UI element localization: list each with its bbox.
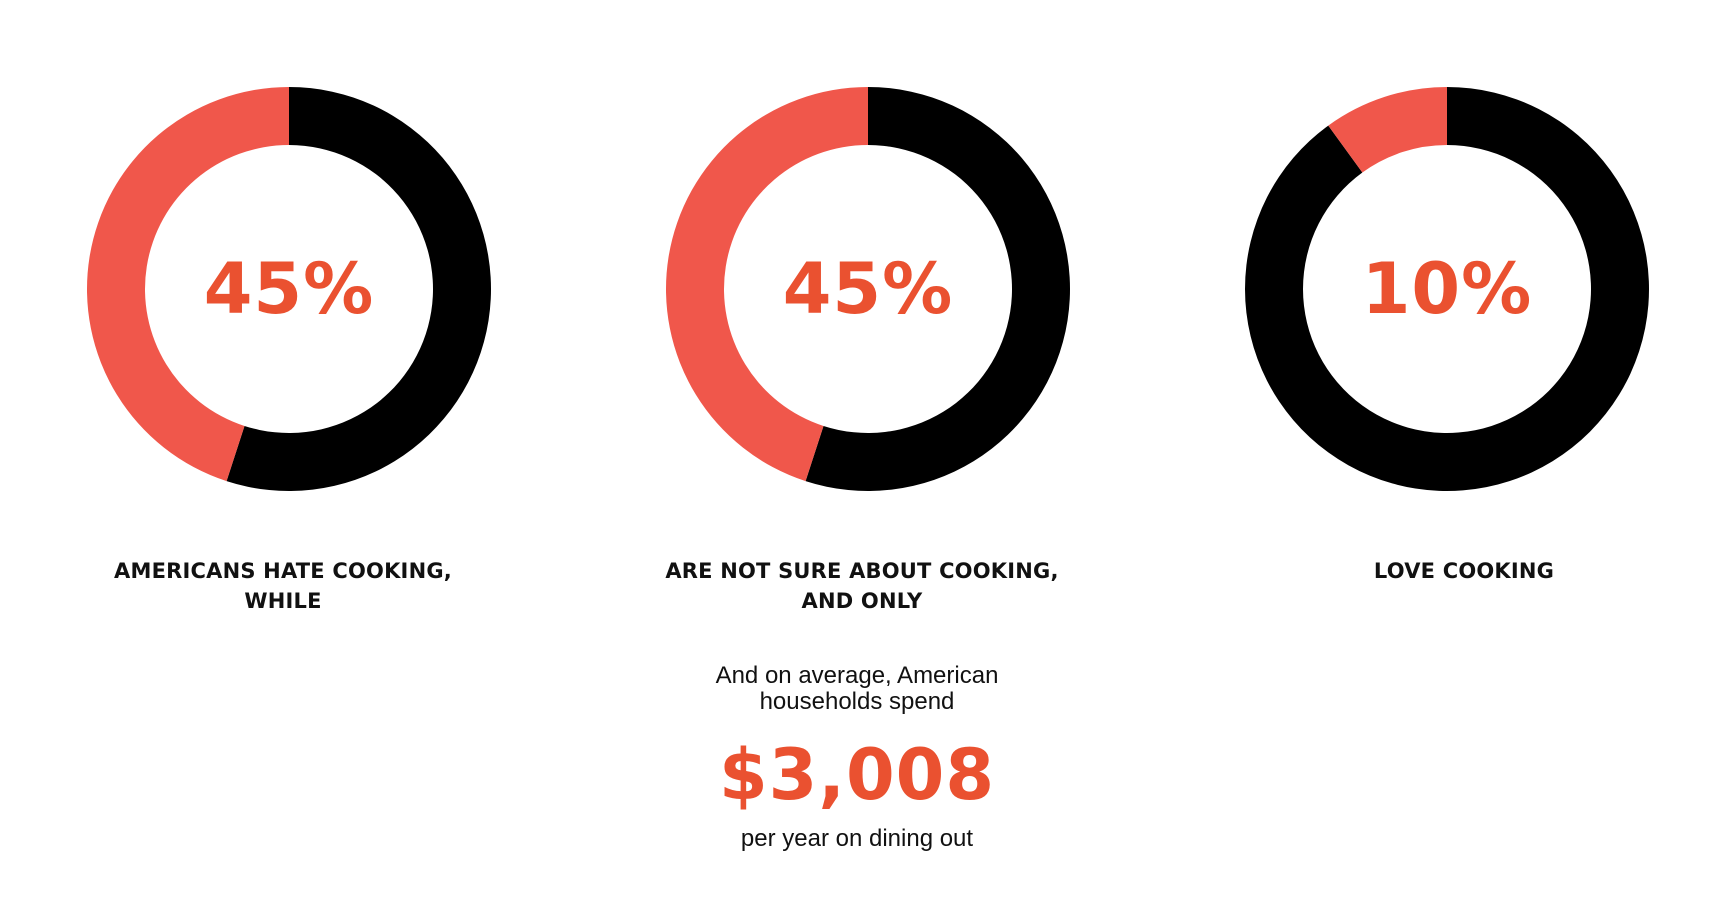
- donut-chart-love: 10%: [1224, 66, 1670, 512]
- donut-slice-highlight: [87, 87, 289, 482]
- donut-chart-not-sure: 45%: [645, 66, 1091, 512]
- intro-line: And on average, American: [715, 662, 999, 689]
- donut-caption-love: LOVE COOKING: [1241, 556, 1687, 586]
- donut-svg-love: 10%: [1245, 87, 1649, 492]
- caption-line: WHILE: [244, 589, 322, 613]
- donut-slice-remainder: [226, 87, 492, 491]
- caption-line: AND ONLY: [801, 589, 923, 613]
- donut-slice-remainder: [805, 87, 1071, 491]
- intro-line: households spend: [759, 688, 955, 715]
- caption-line: ARE NOT SURE ABOUT COOKING,: [665, 559, 1059, 583]
- donut-chart-hate: 45%: [66, 66, 512, 512]
- donut-slice-highlight: [666, 87, 868, 482]
- donut-caption-hate: AMERICANS HATE COOKING, WHILE: [60, 556, 506, 616]
- dining-out-intro: And on average, American households spen…: [657, 663, 1057, 715]
- donut-percent-label: 45%: [783, 248, 954, 330]
- donut-svg-hate: 45%: [87, 87, 492, 491]
- donut-percent-label: 10%: [1362, 248, 1533, 330]
- donut-percent-label: 45%: [204, 248, 375, 330]
- dining-out-amount: $3,008: [718, 734, 996, 816]
- dining-out-stat: And on average, American households spen…: [657, 663, 1057, 853]
- donut-slice-highlight: [1328, 87, 1447, 173]
- dining-out-caption: per year on dining out: [740, 825, 974, 852]
- donut-caption-not-sure: ARE NOT SURE ABOUT COOKING, AND ONLY: [639, 556, 1085, 616]
- donut-svg-not-sure: 45%: [666, 87, 1071, 491]
- caption-line: LOVE COOKING: [1373, 559, 1555, 583]
- caption-line: AMERICANS HATE COOKING,: [114, 559, 452, 583]
